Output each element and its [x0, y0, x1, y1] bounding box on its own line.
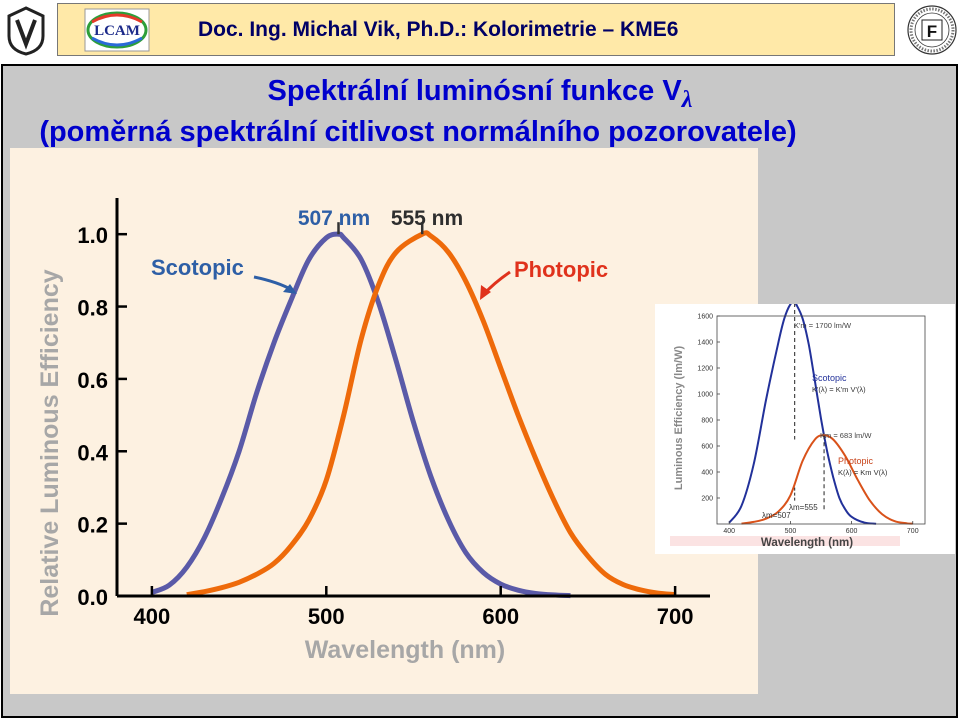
header-title: Doc. Ing. Michal Vik, Ph.D.: Kolorimetri… — [198, 18, 679, 41]
inset-y-tick-label: 1400 — [697, 340, 713, 347]
x-tick-label: 700 — [657, 604, 694, 629]
slide-title: Spektrální luminósní funkce Vλ (poměrná … — [0, 75, 960, 148]
inset-pink-band — [670, 536, 900, 546]
inset-series-scotopic-line — [728, 304, 877, 525]
y-axis-label: Relative Luminous Efficiency — [36, 269, 64, 616]
inset-y-tick-label: 400 — [701, 470, 713, 477]
y-tick-label: 0.2 — [77, 513, 108, 538]
y-tick-label: 1.0 — [77, 223, 108, 248]
inset-km-scotopic-label: K'm = 1700 lm/W — [794, 321, 852, 330]
x-tick-label: 500 — [308, 604, 345, 629]
lambda-subscript: λ — [681, 85, 693, 113]
inset-photopic-label: Photopic — [838, 456, 874, 466]
inset-scotopic-label: Scotopic — [812, 373, 847, 383]
scotopic-label: Scotopic — [151, 255, 244, 280]
x-tick-label: 400 — [134, 604, 171, 629]
inset-y-axis-label: Luminous Efficiency (lm/W) — [673, 346, 685, 491]
peak-label-555: 555 nm — [391, 207, 463, 230]
peak-label-507: 507 nm — [298, 207, 370, 230]
inset-x-tick-label: 500 — [785, 528, 797, 535]
inset-y-tick-label: 800 — [701, 418, 713, 425]
slide-title-text: Spektrální luminósní funkce V — [267, 75, 682, 107]
inset-x-tick-label: 400 — [723, 528, 735, 535]
inset-series-photopic-line — [741, 434, 913, 525]
lcam-logo-icon: LCAM — [84, 8, 150, 52]
inset-y-tick-label: 1600 — [697, 314, 713, 321]
inset-y-tick-label: 600 — [701, 444, 713, 451]
inset-y-tick-label: 1000 — [697, 392, 713, 399]
inset-background — [655, 304, 955, 554]
y-tick-label: 0.0 — [77, 585, 108, 610]
slide-title-line1: Spektrální luminósní funkce Vλ — [0, 75, 960, 116]
slide-title-line2: (poměrná spektrální citlivost normálního… — [39, 115, 797, 148]
series-photopic-line — [186, 230, 676, 598]
inset-y-tick-label: 200 — [701, 496, 713, 503]
scotopic-arrowhead-icon — [283, 284, 297, 294]
inset-x-tick-label: 700 — [907, 528, 919, 535]
y-tick-label: 0.4 — [77, 440, 108, 465]
inset-x-tick-label: 600 — [846, 528, 858, 535]
series-scotopic-line — [150, 231, 571, 599]
inset-x-axis-label: Wavelength (nm) — [761, 537, 853, 549]
photopic-arrowhead-icon — [480, 285, 491, 300]
y-tick-label: 0.8 — [77, 296, 108, 321]
y-tick-label: 0.6 — [77, 368, 108, 393]
inset-photopic-formula: K(λ) = Km V(λ) — [838, 468, 888, 477]
inset-luminous-efficiency-chart: 200 400 600 800 1000 1200 1400 1600 400 500 600 700… — [655, 304, 955, 554]
inset-lambda-555-label: λm=555 — [789, 503, 818, 512]
photopic-label: Photopic — [514, 257, 608, 282]
seal-letter: F — [927, 22, 937, 41]
university-seal-icon: F — [907, 5, 957, 55]
inset-y-tick-label: 1200 — [697, 366, 713, 373]
chart-background — [10, 148, 758, 694]
university-logo-icon — [7, 6, 45, 56]
header: LCAM Doc. Ing. Michal Vik, Ph.D.: Kolori… — [0, 0, 960, 64]
header-title-bar: LCAM Doc. Ing. Michal Vik, Ph.D.: Kolori… — [57, 3, 895, 56]
x-axis-label: Wavelength (nm) — [305, 636, 505, 664]
lcam-logo-text: LCAM — [94, 23, 140, 39]
x-tick-label: 600 — [482, 604, 519, 629]
inset-km-photopic-label: Km = 683 lm/W — [820, 431, 872, 440]
inset-lambda-507-label: λm=507 — [762, 511, 791, 520]
inset-scotopic-formula: K'(λ) = K'm V'(λ) — [812, 385, 866, 394]
main-luminous-efficiency-chart: 0.0 0.2 0.4 0.6 0.8 1.0 400 500 600 700 Relative … — [10, 148, 758, 694]
